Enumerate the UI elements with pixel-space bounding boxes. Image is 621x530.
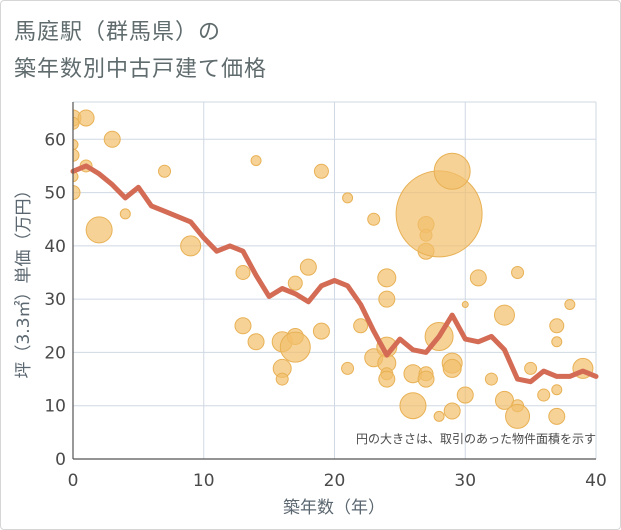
y-tick-label: 30 [44, 290, 66, 310]
data-bubble [511, 266, 525, 280]
y-tick-label: 0 [55, 450, 66, 470]
data-bubble [417, 370, 435, 388]
data-bubble [312, 322, 330, 340]
data-bubble [250, 155, 262, 167]
data-bubble [433, 152, 471, 190]
data-bubble [287, 275, 303, 291]
data-bubble [548, 407, 566, 425]
y-tick-label: 50 [44, 184, 66, 204]
data-bubble [73, 148, 80, 162]
data-bubble [275, 372, 289, 386]
data-bubble [247, 333, 265, 351]
data-bubble [494, 390, 514, 410]
data-bubble [469, 269, 487, 287]
data-bubble [456, 386, 474, 404]
data-bubble [461, 300, 469, 308]
data-bubble [77, 109, 95, 127]
data-bubble [73, 171, 79, 183]
data-bubble [313, 163, 329, 179]
data-bubble [73, 116, 80, 130]
data-bubble [551, 336, 563, 348]
data-bubble [524, 361, 538, 375]
bubble-size-note: 円の大きさは、取引のあった物件面積を示す [356, 431, 596, 446]
data-bubble [484, 372, 498, 386]
data-bubble [377, 268, 397, 288]
data-bubble [235, 265, 251, 281]
y-tick-label: 60 [44, 130, 66, 150]
data-bubble [433, 410, 445, 422]
x-tick-label: 30 [454, 471, 476, 491]
x-tick-label: 40 [585, 471, 607, 491]
data-bubble [119, 208, 131, 220]
axes [72, 102, 596, 460]
x-tick-label: 20 [324, 471, 346, 491]
data-bubble [551, 384, 563, 396]
data-bubble [378, 290, 396, 308]
data-bubble [342, 192, 354, 204]
data-bubble [443, 402, 461, 420]
x-tick-label: 10 [193, 471, 215, 491]
data-bubble [234, 317, 252, 335]
x-axis-label: 築年数（年） [283, 498, 385, 518]
data-bubble [73, 139, 79, 151]
data-bubble [399, 392, 427, 420]
data-bubble [378, 370, 396, 388]
data-bubble [537, 388, 551, 402]
y-tick-label: 40 [44, 237, 66, 257]
data-bubble [299, 258, 317, 276]
chart-title-line-2: 築年数別中古戸建て価格 [14, 57, 268, 82]
data-bubble [180, 235, 202, 257]
data-bubble [73, 185, 81, 201]
data-bubble [549, 318, 565, 334]
tick-labels: 0 10 20 30 40 0 10 20 30 40 50 60 [44, 130, 606, 491]
data-bubble [279, 331, 311, 363]
x-tick-label: 0 [68, 471, 79, 491]
data-bubble [442, 358, 462, 378]
bubble-series [73, 109, 594, 429]
data-bubble [341, 361, 355, 375]
chart-title: 馬庭駅（群馬県）の 築年数別中古戸建て価格 [14, 14, 267, 88]
data-bubble [367, 212, 381, 226]
chart-title-line-1: 馬庭駅（群馬県）の [14, 20, 222, 45]
y-axis-label: 坪（3.3㎡）単価（万円） [14, 181, 34, 378]
data-bubble [564, 298, 576, 310]
data-bubble [103, 130, 121, 148]
data-bubble [505, 403, 531, 429]
data-bubble [158, 164, 172, 178]
average-price-line [70, 163, 599, 385]
data-bubble [353, 318, 369, 334]
y-tick-label: 10 [44, 397, 66, 417]
data-bubble [493, 304, 515, 326]
y-tick-label: 20 [44, 343, 66, 363]
data-bubble [85, 216, 113, 244]
